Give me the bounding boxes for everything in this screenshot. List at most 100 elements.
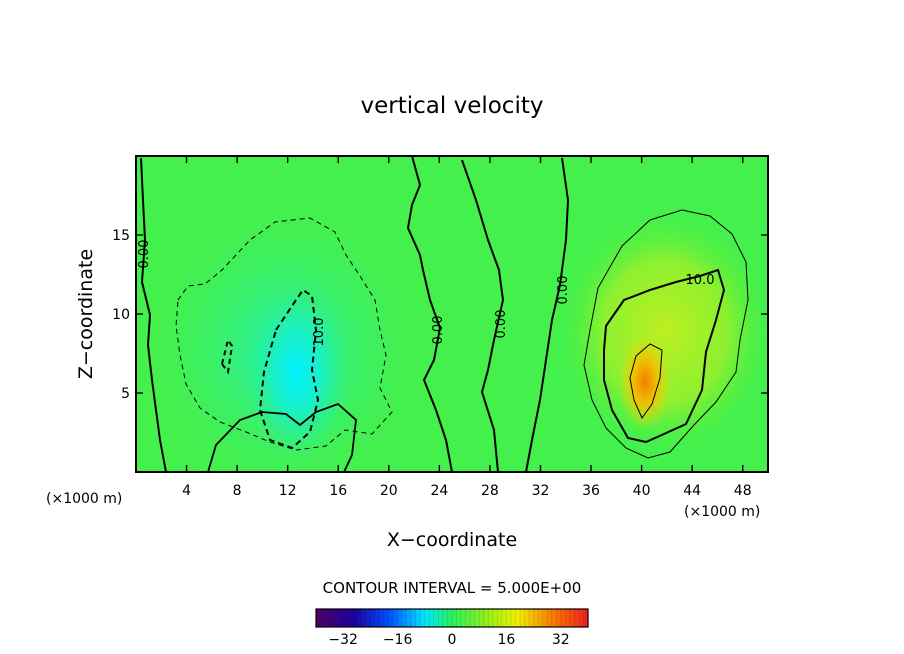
x-axis-ticks: 4 8 12 16 20 24 28 32 36 40 44 48 [182,156,752,499]
contour-pos15 [629,343,663,420]
colorbar-swatch [578,609,584,627]
colorbar-swatch [370,609,376,627]
colorbar-swatch [325,609,330,627]
colorbar-swatch [533,609,539,627]
colorbar-swatch [551,609,557,627]
colorbar-swatch [569,609,575,627]
x-tick-label: 12 [279,483,297,499]
colorbar-swatch [538,609,543,627]
contour-pos5 [583,209,749,459]
colorbar-swatch [515,609,521,627]
x-axis-label: X−coordinate [387,529,517,551]
colorbar-swatch [393,609,398,627]
contour-label: 0.00 [431,316,446,345]
x-tick-label: 28 [481,483,499,499]
colorbar-swatch [542,609,548,627]
x-axis-unit-left: (×1000 m) [46,491,122,507]
colorbar-swatch [338,609,344,627]
colorbar-swatch [456,609,462,627]
colorbar-swatch [384,609,389,627]
colorbar-tick-label: −16 [383,632,413,648]
updraft-wide-shading [560,212,768,452]
contour-zero-mid-a [406,156,453,472]
contour-zero-mid-b [461,159,505,472]
contour-zero-mid-c [525,157,570,472]
contour-label: 10.0 [686,273,715,288]
plot-area: 0.00 10.0 0.00 0.00 0.00 10.0 [136,156,768,472]
colorbar-swatch [565,609,571,627]
colorbar-swatch [529,609,534,627]
colorbar-swatch [547,609,553,627]
colorbar-swatch [388,609,394,627]
colorbar-swatch [411,609,417,627]
colorbar-swatch [524,609,530,627]
contour-zero-left [140,157,167,472]
colorbar-swatch [520,609,525,627]
colorbar-swatch [452,609,457,627]
colorbar-swatch [510,609,516,627]
downdraft-core-shading [245,286,349,458]
colorbar-swatch [365,609,371,627]
contour-label: 0.00 [556,276,571,305]
x-tick-label: 24 [430,483,448,499]
x-tick-label: 16 [329,483,347,499]
colorbar-swatch [560,609,566,627]
x-tick-label: 20 [380,483,398,499]
colorbar-swatch [352,609,358,627]
y-tick-label: 15 [112,228,130,244]
colorbar-frame [315,608,589,628]
contour-interval-note: CONTOUR INTERVAL = 5.000E+00 [323,579,582,597]
contour-neg5 [175,217,393,451]
colorbar-swatch [488,609,494,627]
y-axis-ticks: 5 10 15 [112,228,768,402]
colorbar-swatch [402,609,407,627]
contour-label: 0.00 [137,240,152,269]
y-tick-label: 10 [112,307,130,323]
x-tick-label: 40 [633,483,651,499]
colorbar-tick-label: 0 [448,632,457,648]
colorbar-swatch [442,609,448,627]
colorbar-ticks: −32 −16 0 16 32 [328,632,569,648]
updraft-core-shading [619,334,671,430]
x-tick-label: 32 [532,483,550,499]
y-tick-label: 5 [121,386,130,402]
contour-pos10 [603,268,726,444]
colorbar-swatch [379,609,385,627]
colorbar-swatch [397,609,403,627]
colorbar-swatch [374,609,380,627]
colorbar-swatch [556,609,562,627]
colorbar-swatch [506,609,512,627]
colorbar-swatch [474,609,480,627]
colorbar-swatch [320,609,326,627]
colorbar-swatch [361,609,367,627]
colorbar-swatch [433,609,439,627]
colorbar-swatch [461,609,466,627]
colorbar-swatch [334,609,339,627]
colorbar [315,609,589,627]
colorbar-swatch [501,609,507,627]
colorbar-swatch [479,609,485,627]
contour-neg10-small [220,337,234,375]
colorbar-swatch [574,609,580,627]
colorbar-swatch [420,609,426,627]
colorbar-swatch [343,609,349,627]
colorbar-swatch [447,609,453,627]
colorbar-swatch [438,609,444,627]
chart-title: vertical velocity [361,93,544,119]
colorbar-swatch [483,609,489,627]
colorbar-swatch [347,609,353,627]
colorbar-tick-label: 16 [497,632,515,648]
x-axis-unit-right: (×1000 m) [684,504,760,520]
colorbar-swatch [424,609,430,627]
contour-label: 10.0 [312,318,327,347]
contour-neg10 [258,288,320,450]
colorbar-swatch [470,609,475,627]
colorbar-tick-label: −32 [328,632,358,648]
colorbar-swatch [429,609,435,627]
x-tick-label: 36 [582,483,600,499]
x-tick-label: 48 [734,483,752,499]
colorbar-swatch [492,609,498,627]
colorbar-swatch [356,609,362,627]
colorbar-swatch [316,609,321,627]
